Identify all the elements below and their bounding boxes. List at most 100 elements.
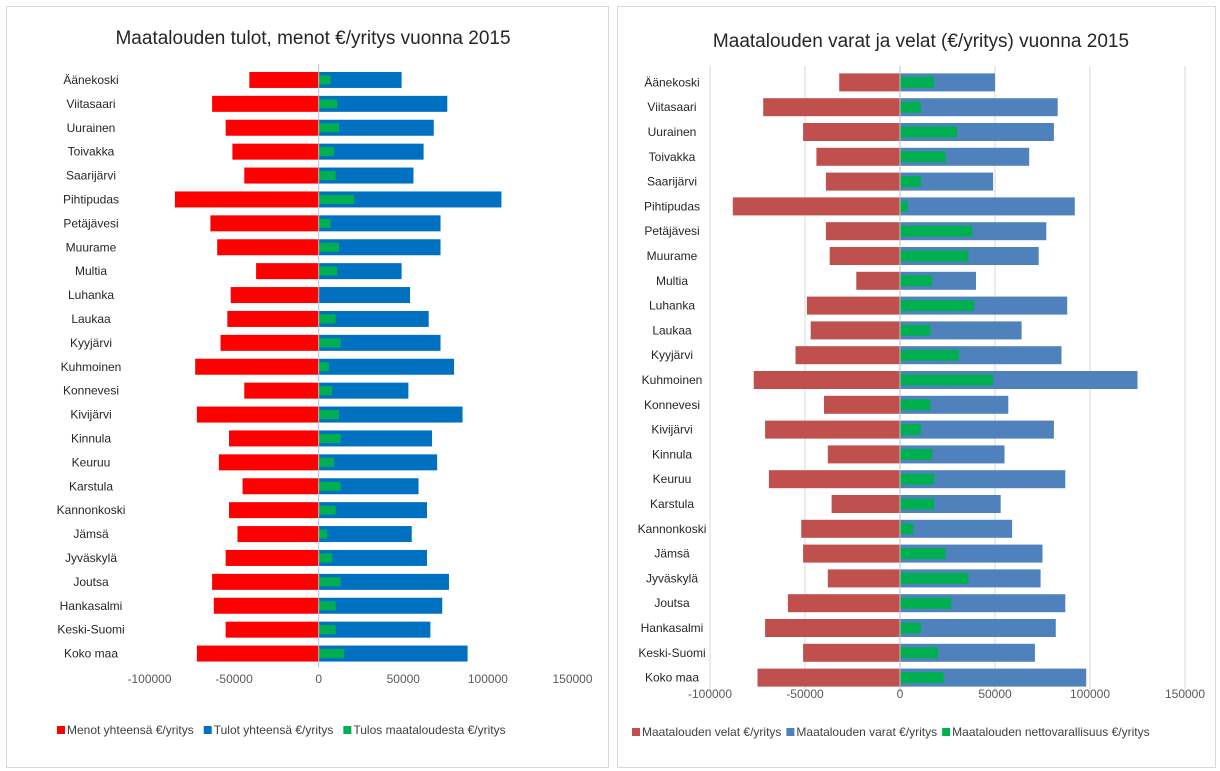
- bar-tulos-maataloudesta-yritys-koko-maa: [318, 649, 345, 659]
- bar-menot-yhteensa-yritys-kuhmoinen: [195, 358, 319, 375]
- category-label: Uurainen: [67, 121, 116, 135]
- bar-maatalouden-nettovarallisuus-yritys-konnevesi: [900, 399, 931, 411]
- bar-maatalouden-velat-yritys-multia: [856, 271, 900, 290]
- bar-tulos-maataloudesta-yritys-kinnula: [318, 433, 341, 443]
- bar-menot-yhteensa-yritys-jamsa: [237, 526, 319, 543]
- bar-maatalouden-nettovarallisuus-yritys-multia: [900, 275, 933, 287]
- x-tick-label: 0: [897, 687, 904, 701]
- bar-tulos-maataloudesta-yritys-muurame: [318, 242, 340, 252]
- legend-swatch-tulos-maataloudesta-yritys: [343, 726, 352, 734]
- bar-tulot-yhteensa-yritys-toivakka: [318, 143, 424, 160]
- bar-maatalouden-nettovarallisuus-yritys-koko-maa: [900, 672, 944, 684]
- legend-swatch-maatalouden-velat-yritys: [632, 728, 640, 736]
- bar-maatalouden-nettovarallisuus-yritys-toivakka: [900, 151, 946, 163]
- legend-swatch-maatalouden-nettovarallisuus-yritys: [942, 728, 951, 736]
- x-tick-label: 0: [315, 672, 322, 686]
- bar-menot-yhteensa-yritys-viitasaari: [212, 95, 319, 112]
- bar-maatalouden-velat-yritys-jyvaskyla: [827, 569, 900, 588]
- legend-label: Maatalouden varat €/yritys: [796, 725, 937, 739]
- bar-maatalouden-nettovarallisuus-yritys-keski-suomi: [900, 647, 938, 659]
- bar-maatalouden-velat-yritys-saarijarvi: [825, 172, 900, 191]
- bar-menot-yhteensa-yritys-toivakka: [232, 143, 319, 160]
- bar-tulos-maataloudesta-yritys-saarijarvi: [318, 171, 336, 181]
- bar-tulot-yhteensa-yritys-karstula: [318, 478, 419, 495]
- bar-maatalouden-nettovarallisuus-yritys-uurainen: [900, 126, 957, 138]
- bar-maatalouden-velat-yritys-koko-maa: [757, 668, 900, 687]
- bar-maatalouden-nettovarallisuus-yritys-jamsa: [900, 548, 946, 560]
- bar-maatalouden-nettovarallisuus-yritys-luhanka: [900, 300, 975, 312]
- category-label: Kyyjärvi: [651, 348, 693, 362]
- category-label: Kinnula: [652, 447, 692, 461]
- legend-swatch-tulot-yhteensa-yritys: [203, 726, 212, 734]
- bar-menot-yhteensa-yritys-koko-maa: [196, 645, 319, 662]
- chart-title: Maatalouden varat ja velat (€/yritys) vu…: [713, 31, 1129, 52]
- bar-menot-yhteensa-yritys-keuruu: [218, 454, 319, 471]
- bar-menot-yhteensa-yritys-uurainen: [225, 119, 319, 136]
- bar-maatalouden-velat-yritys-kyyjarvi: [795, 346, 900, 365]
- bar-tulos-maataloudesta-yritys-kuhmoinen: [318, 362, 329, 372]
- bar-menot-yhteensa-yritys-kyyjarvi: [220, 334, 319, 351]
- bar-maatalouden-velat-yritys-laukaa: [810, 321, 900, 340]
- chart-panel-tulot-menot: Maatalouden tulot, menot €/yritys vuonna…: [6, 6, 609, 768]
- x-tick-label: -100000: [127, 672, 171, 686]
- bar-tulos-maataloudesta-yritys-viitasaari: [318, 99, 338, 109]
- bar-menot-yhteensa-yritys-keski-suomi: [225, 621, 319, 638]
- chart-panel-varat-velat: Maatalouden varat ja velat (€/yritys) vu…: [617, 6, 1216, 768]
- bar-tulos-maataloudesta-yritys-keski-suomi: [318, 625, 336, 635]
- bar-maatalouden-velat-yritys-kivijarvi: [765, 420, 900, 439]
- bar-maatalouden-nettovarallisuus-yritys-pihtipudas: [900, 200, 908, 212]
- bar-maatalouden-varat-yritys-laukaa: [900, 321, 1022, 340]
- bar-tulot-yhteensa-yritys-keski-suomi: [318, 621, 431, 638]
- bar-tulos-maataloudesta-yritys-konnevesi: [318, 386, 333, 396]
- bar-tulos-maataloudesta-yritys-uurainen: [318, 123, 340, 133]
- category-label: Konnevesi: [644, 398, 700, 412]
- bar-tulos-maataloudesta-yritys-multia: [318, 266, 338, 276]
- legend-label: Maatalouden nettovarallisuus €/yritys: [952, 725, 1149, 739]
- bar-tulos-maataloudesta-yritys-karstula: [318, 481, 341, 491]
- category-label: Kannonkoski: [57, 503, 126, 517]
- category-label: Jämsä: [654, 547, 690, 561]
- bar-maatalouden-nettovarallisuus-yritys-keuruu: [900, 473, 935, 485]
- bar-tulot-yhteensa-yritys-saarijarvi: [318, 167, 414, 184]
- bar-tulos-maataloudesta-yritys-hankasalmi: [318, 601, 336, 611]
- legend-label: Tulot yhteensä €/yritys: [214, 723, 334, 737]
- bar-menot-yhteensa-yritys-petajavesi: [210, 215, 319, 232]
- bar-maatalouden-velat-yritys-uurainen: [803, 123, 900, 141]
- category-label: Saarijärvi: [647, 175, 697, 189]
- category-label: Luhanka: [649, 299, 695, 313]
- bar-tulot-yhteensa-yritys-muurame: [318, 239, 441, 256]
- category-label: Multia: [75, 264, 107, 278]
- bar-maatalouden-velat-yritys-konnevesi: [824, 395, 900, 414]
- bar-menot-yhteensa-yritys-konnevesi: [244, 382, 319, 399]
- category-label: Saarijärvi: [66, 169, 116, 183]
- bar-menot-yhteensa-yritys-kivijarvi: [196, 406, 319, 423]
- bar-maatalouden-nettovarallisuus-yritys-karstula: [900, 498, 935, 510]
- legend-swatch-menot-yhteensa-yritys: [57, 726, 65, 734]
- category-label: Keuruu: [72, 455, 111, 469]
- bar-tulot-yhteensa-yritys-kinnula: [318, 430, 433, 447]
- bar-tulot-yhteensa-yritys-kannonkoski: [318, 502, 427, 519]
- category-label: Muurame: [66, 240, 117, 254]
- bar-tulot-yhteensa-yritys-laukaa: [318, 310, 429, 327]
- bar-tulot-yhteensa-yritys-koko-maa: [318, 645, 468, 662]
- bar-maatalouden-nettovarallisuus-yritys-kinnula: [900, 448, 933, 460]
- bar-tulos-maataloudesta-yritys-kivijarvi: [318, 410, 340, 420]
- bar-maatalouden-velat-yritys-luhanka: [806, 296, 900, 315]
- bar-menot-yhteensa-yritys-joutsa: [212, 573, 319, 590]
- category-label: Pihtipudas: [63, 192, 119, 206]
- bar-tulos-maataloudesta-yritys-laukaa: [318, 314, 336, 324]
- bar-tulos-maataloudesta-yritys-pihtipudas: [318, 194, 355, 204]
- category-label: Kivijärvi: [70, 408, 111, 422]
- bar-maatalouden-nettovarallisuus-yritys-kivijarvi: [900, 424, 921, 436]
- bar-maatalouden-velat-yritys-kinnula: [827, 445, 900, 464]
- bar-maatalouden-nettovarallisuus-yritys-petajavesi: [900, 225, 973, 237]
- bar-menot-yhteensa-yritys-muurame: [217, 239, 319, 256]
- category-label: Toivakka: [649, 150, 696, 164]
- category-label: Jämsä: [73, 527, 109, 541]
- bar-maatalouden-velat-yritys-muurame: [829, 247, 900, 265]
- category-label: Koko maa: [645, 671, 699, 685]
- bar-menot-yhteensa-yritys-aanekoski: [249, 71, 319, 88]
- category-label: Pihtipudas: [644, 199, 700, 213]
- bar-tulos-maataloudesta-yritys-joutsa: [318, 577, 341, 587]
- bar-tulos-maataloudesta-yritys-jamsa: [318, 529, 328, 539]
